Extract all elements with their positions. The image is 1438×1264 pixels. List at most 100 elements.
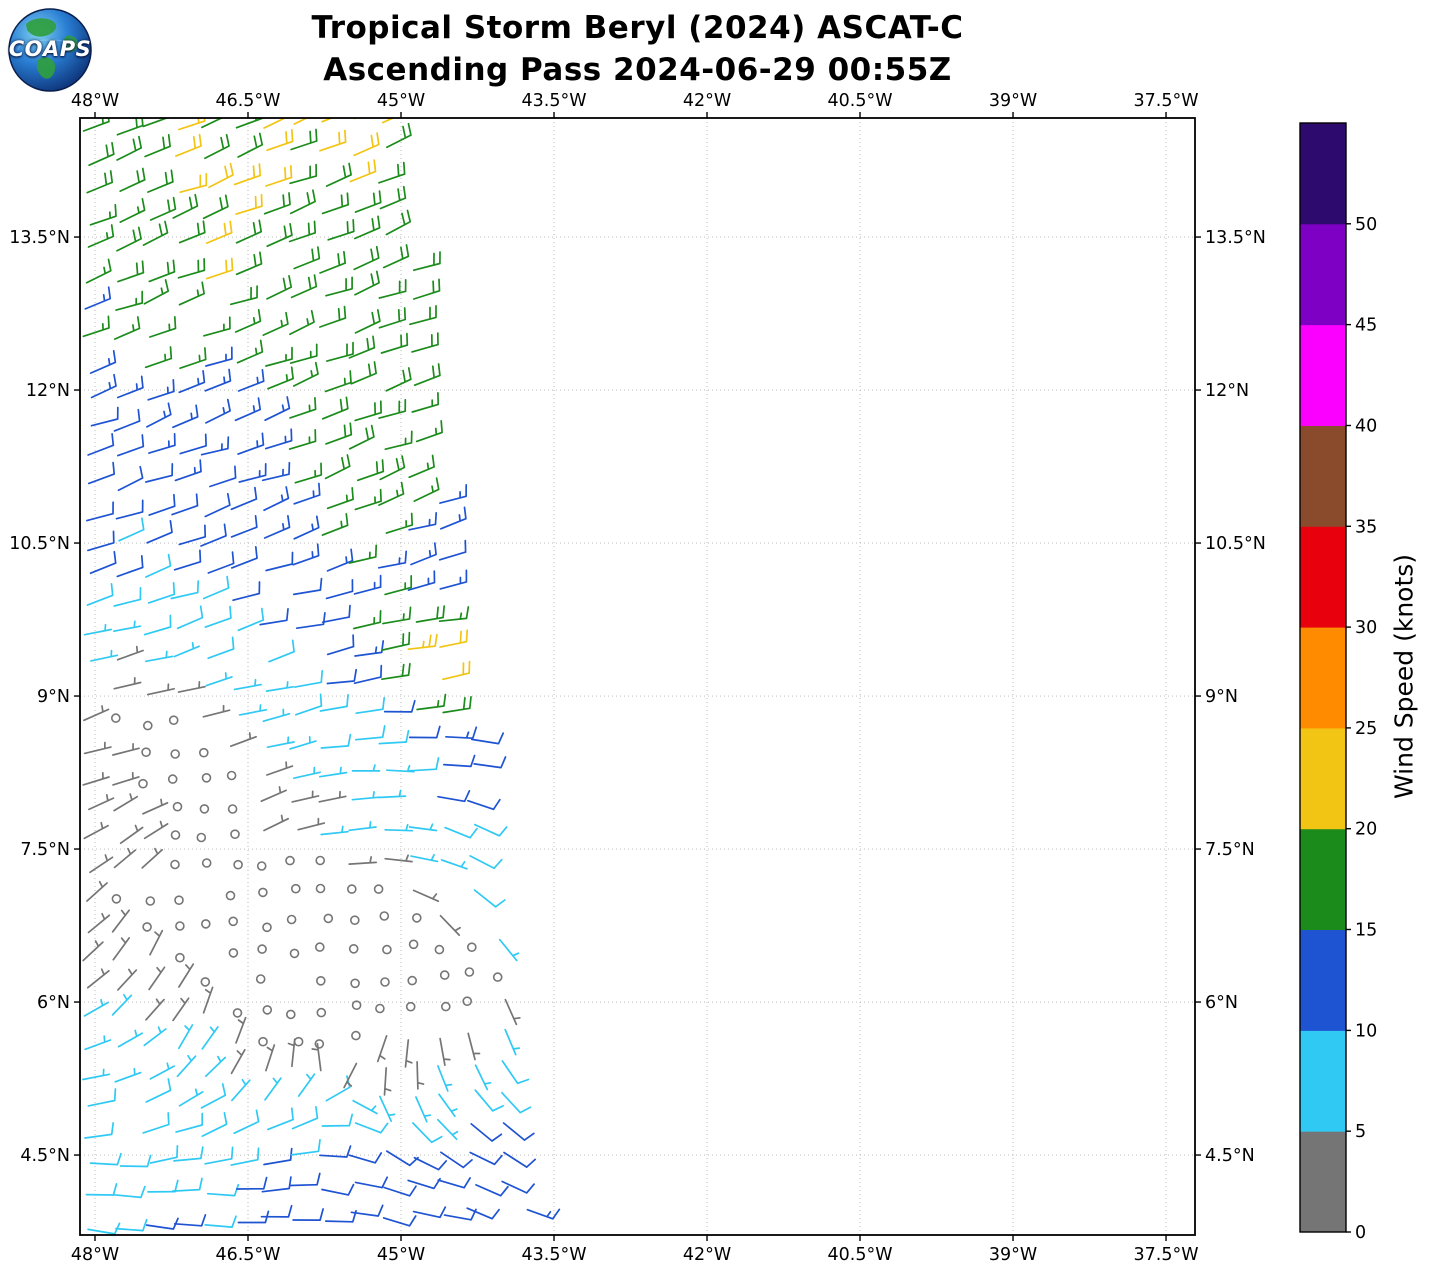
calm-circle <box>285 1009 296 1020</box>
calm-circle <box>379 911 390 921</box>
wind-barb <box>83 705 110 722</box>
wind-barb <box>261 1176 292 1193</box>
wind-barb <box>443 1208 477 1221</box>
wind-barb <box>237 132 264 158</box>
wind-barb <box>438 539 467 561</box>
wind-barb <box>115 499 144 520</box>
wind-barb <box>148 259 176 283</box>
wind-barb <box>353 118 358 120</box>
wind-barb <box>321 604 351 624</box>
wind-barb <box>440 1151 473 1169</box>
wind-barb <box>265 165 293 187</box>
calm-circle <box>170 749 180 759</box>
wind-barb <box>439 506 467 530</box>
wind-barb <box>230 545 258 569</box>
wind-barb <box>90 373 117 399</box>
wind-barb <box>236 339 264 364</box>
wind-barb <box>351 791 381 801</box>
lat-tick-label-right: 13.5°N <box>1205 228 1266 248</box>
calm-circle <box>201 772 212 783</box>
wind-barb <box>233 678 262 691</box>
wind-barb <box>89 1152 122 1166</box>
wind-barb <box>233 163 262 186</box>
wind-barb <box>288 428 317 450</box>
colorbar-segment <box>1300 324 1346 426</box>
calm-circle <box>351 1030 361 1041</box>
wind-barb <box>145 998 165 1021</box>
calm-circle <box>170 830 181 840</box>
calm-circle <box>346 884 357 894</box>
wind-barb <box>177 1024 194 1050</box>
wind-barb <box>467 798 501 811</box>
wind-barb <box>143 279 170 305</box>
colorbar-segment <box>1300 1131 1346 1233</box>
globe-icon <box>8 8 92 92</box>
wind-barb <box>297 817 326 831</box>
wind-barb <box>474 1064 492 1091</box>
wind-barb <box>234 308 262 333</box>
wind-barb <box>325 162 352 187</box>
lon-tick-label-top: 40.5°W <box>828 91 893 111</box>
wind-barb <box>289 736 317 750</box>
colorbar-tick-label: 45 <box>1355 316 1377 336</box>
lon-tick-label-bottom: 37.5°W <box>1134 1245 1199 1264</box>
calm-circle <box>228 948 239 958</box>
wind-barb <box>145 1217 179 1230</box>
wind-barb <box>85 1183 118 1196</box>
wind-barb <box>265 1044 276 1072</box>
wind-barb <box>470 1123 503 1142</box>
wind-barb <box>292 577 323 596</box>
wind-barb <box>413 363 441 387</box>
wind-barb <box>178 220 206 244</box>
wind-barb <box>325 1075 351 1102</box>
colorbar-segment <box>1300 627 1346 729</box>
wind-barb <box>384 823 414 832</box>
wind-barb <box>173 549 202 571</box>
wind-barb <box>89 854 114 874</box>
wind-barb <box>86 583 114 606</box>
wind-barb <box>143 820 169 840</box>
wind-barb <box>376 1035 388 1063</box>
wind-barb <box>293 482 321 505</box>
wind-barb <box>83 998 109 1017</box>
wind-barb <box>326 341 354 362</box>
wind-barb <box>262 708 291 723</box>
wind-barb <box>319 694 349 712</box>
calm-circle <box>315 883 326 894</box>
wind-barb <box>89 350 117 374</box>
calm-circle <box>143 720 153 731</box>
wind-barb <box>379 185 407 210</box>
colorbar-tick-label: 50 <box>1355 215 1377 235</box>
wind-barb <box>289 309 315 336</box>
wind-barb <box>147 581 176 604</box>
wind-barb <box>411 392 440 413</box>
wind-barb <box>230 1147 260 1166</box>
calm-circle <box>175 952 185 963</box>
wind-barb <box>179 347 207 370</box>
wind-barb <box>295 612 326 630</box>
wind-barb <box>204 133 230 160</box>
colorbar-tick-label: 40 <box>1355 417 1377 437</box>
wind-barb <box>146 520 173 544</box>
colorbar-tick-label: 0 <box>1355 1223 1366 1243</box>
wind-barb <box>200 1083 227 1109</box>
wind-barb <box>117 434 145 457</box>
wind-barb <box>404 1039 413 1068</box>
wind-barb <box>259 608 289 626</box>
wind-barb <box>82 118 110 132</box>
wind-barb <box>343 1062 358 1089</box>
wind-barb <box>229 285 258 306</box>
colorbar-segment <box>1300 929 1346 1031</box>
wind-barb <box>173 1214 207 1227</box>
wind-barb <box>264 396 291 422</box>
wind-barb <box>268 639 295 663</box>
lat-tick-label-left: 6°N <box>37 993 70 1013</box>
wind-barb <box>383 699 416 713</box>
calm-circle <box>407 975 418 986</box>
wind-barb <box>230 1048 246 1075</box>
wind-barb <box>348 424 375 450</box>
wind-barb <box>85 258 112 284</box>
lat-tick-label-right: 6°N <box>1205 993 1238 1013</box>
wind-barb <box>321 192 350 215</box>
